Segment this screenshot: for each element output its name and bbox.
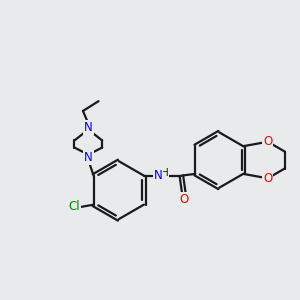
Text: O: O (179, 193, 189, 206)
Text: Cl: Cl (69, 200, 80, 213)
Text: O: O (263, 135, 272, 148)
Text: O: O (263, 172, 272, 185)
Text: N: N (154, 169, 163, 182)
Text: H: H (160, 167, 168, 178)
Text: N: N (84, 151, 93, 164)
Text: N: N (84, 122, 93, 134)
